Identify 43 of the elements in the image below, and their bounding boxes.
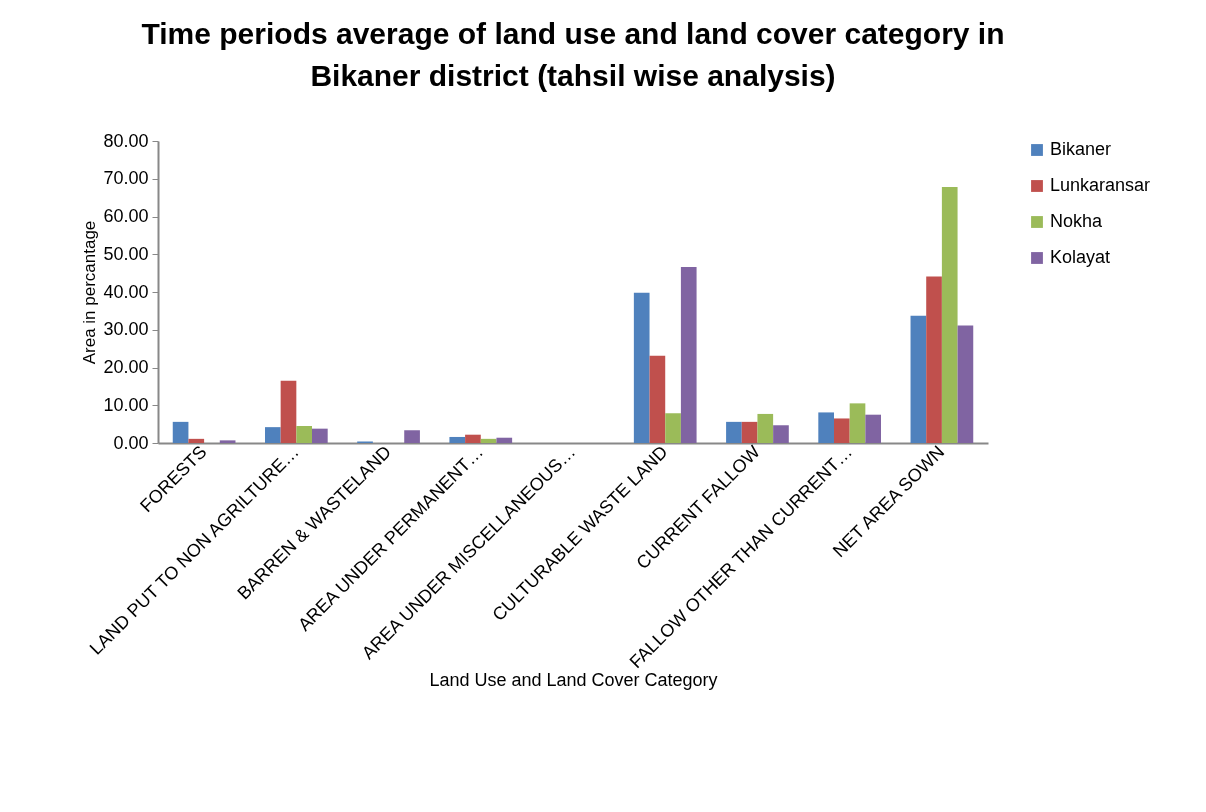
bar [264,427,281,443]
bar [741,421,758,443]
legend-label: Bikaner [1050,139,1112,159]
bar [833,418,850,443]
y-tick-label: 70.00 [103,168,149,189]
bar [188,438,205,443]
bar [649,355,666,443]
chart-title: Time periods average of land use and land cover category in Bikaner district (tahsil wise analysis) [141,17,1005,92]
bar [818,412,834,443]
y-tick-label: 80.00 [103,130,149,151]
y-tick-label: 30.00 [103,319,149,340]
bar [172,421,189,443]
bar [926,276,942,443]
bar [296,426,313,443]
x-axis-title: Land Use and Land Cover Category [429,669,718,690]
bar [957,325,974,443]
bar [849,403,866,443]
y-tick-label: 40.00 [103,281,149,302]
legend-label: Nokha [1050,211,1104,231]
bar [219,440,236,443]
legend-label: Kolayat [1050,247,1111,267]
bar [496,437,513,443]
bar [312,428,328,443]
bar [280,380,297,443]
y-tick-label: 10.00 [103,394,149,415]
y-tick-label: 20.00 [103,357,149,377]
bar [910,315,927,443]
bar [865,414,882,443]
bar [941,187,958,443]
bar [633,292,650,443]
legend-label: Lunkaransar [1050,175,1151,195]
bar [449,436,466,443]
y-tick-label: 60.00 [103,206,149,226]
bar [726,421,742,443]
bar [465,434,481,443]
bar [665,413,681,443]
bar [773,425,789,443]
y-tick-label: 50.00 [103,243,149,264]
bar [404,430,420,443]
bar [680,267,697,443]
bar [757,413,774,443]
bar [480,438,497,443]
y-axis-title: Area in percantage [80,220,100,365]
